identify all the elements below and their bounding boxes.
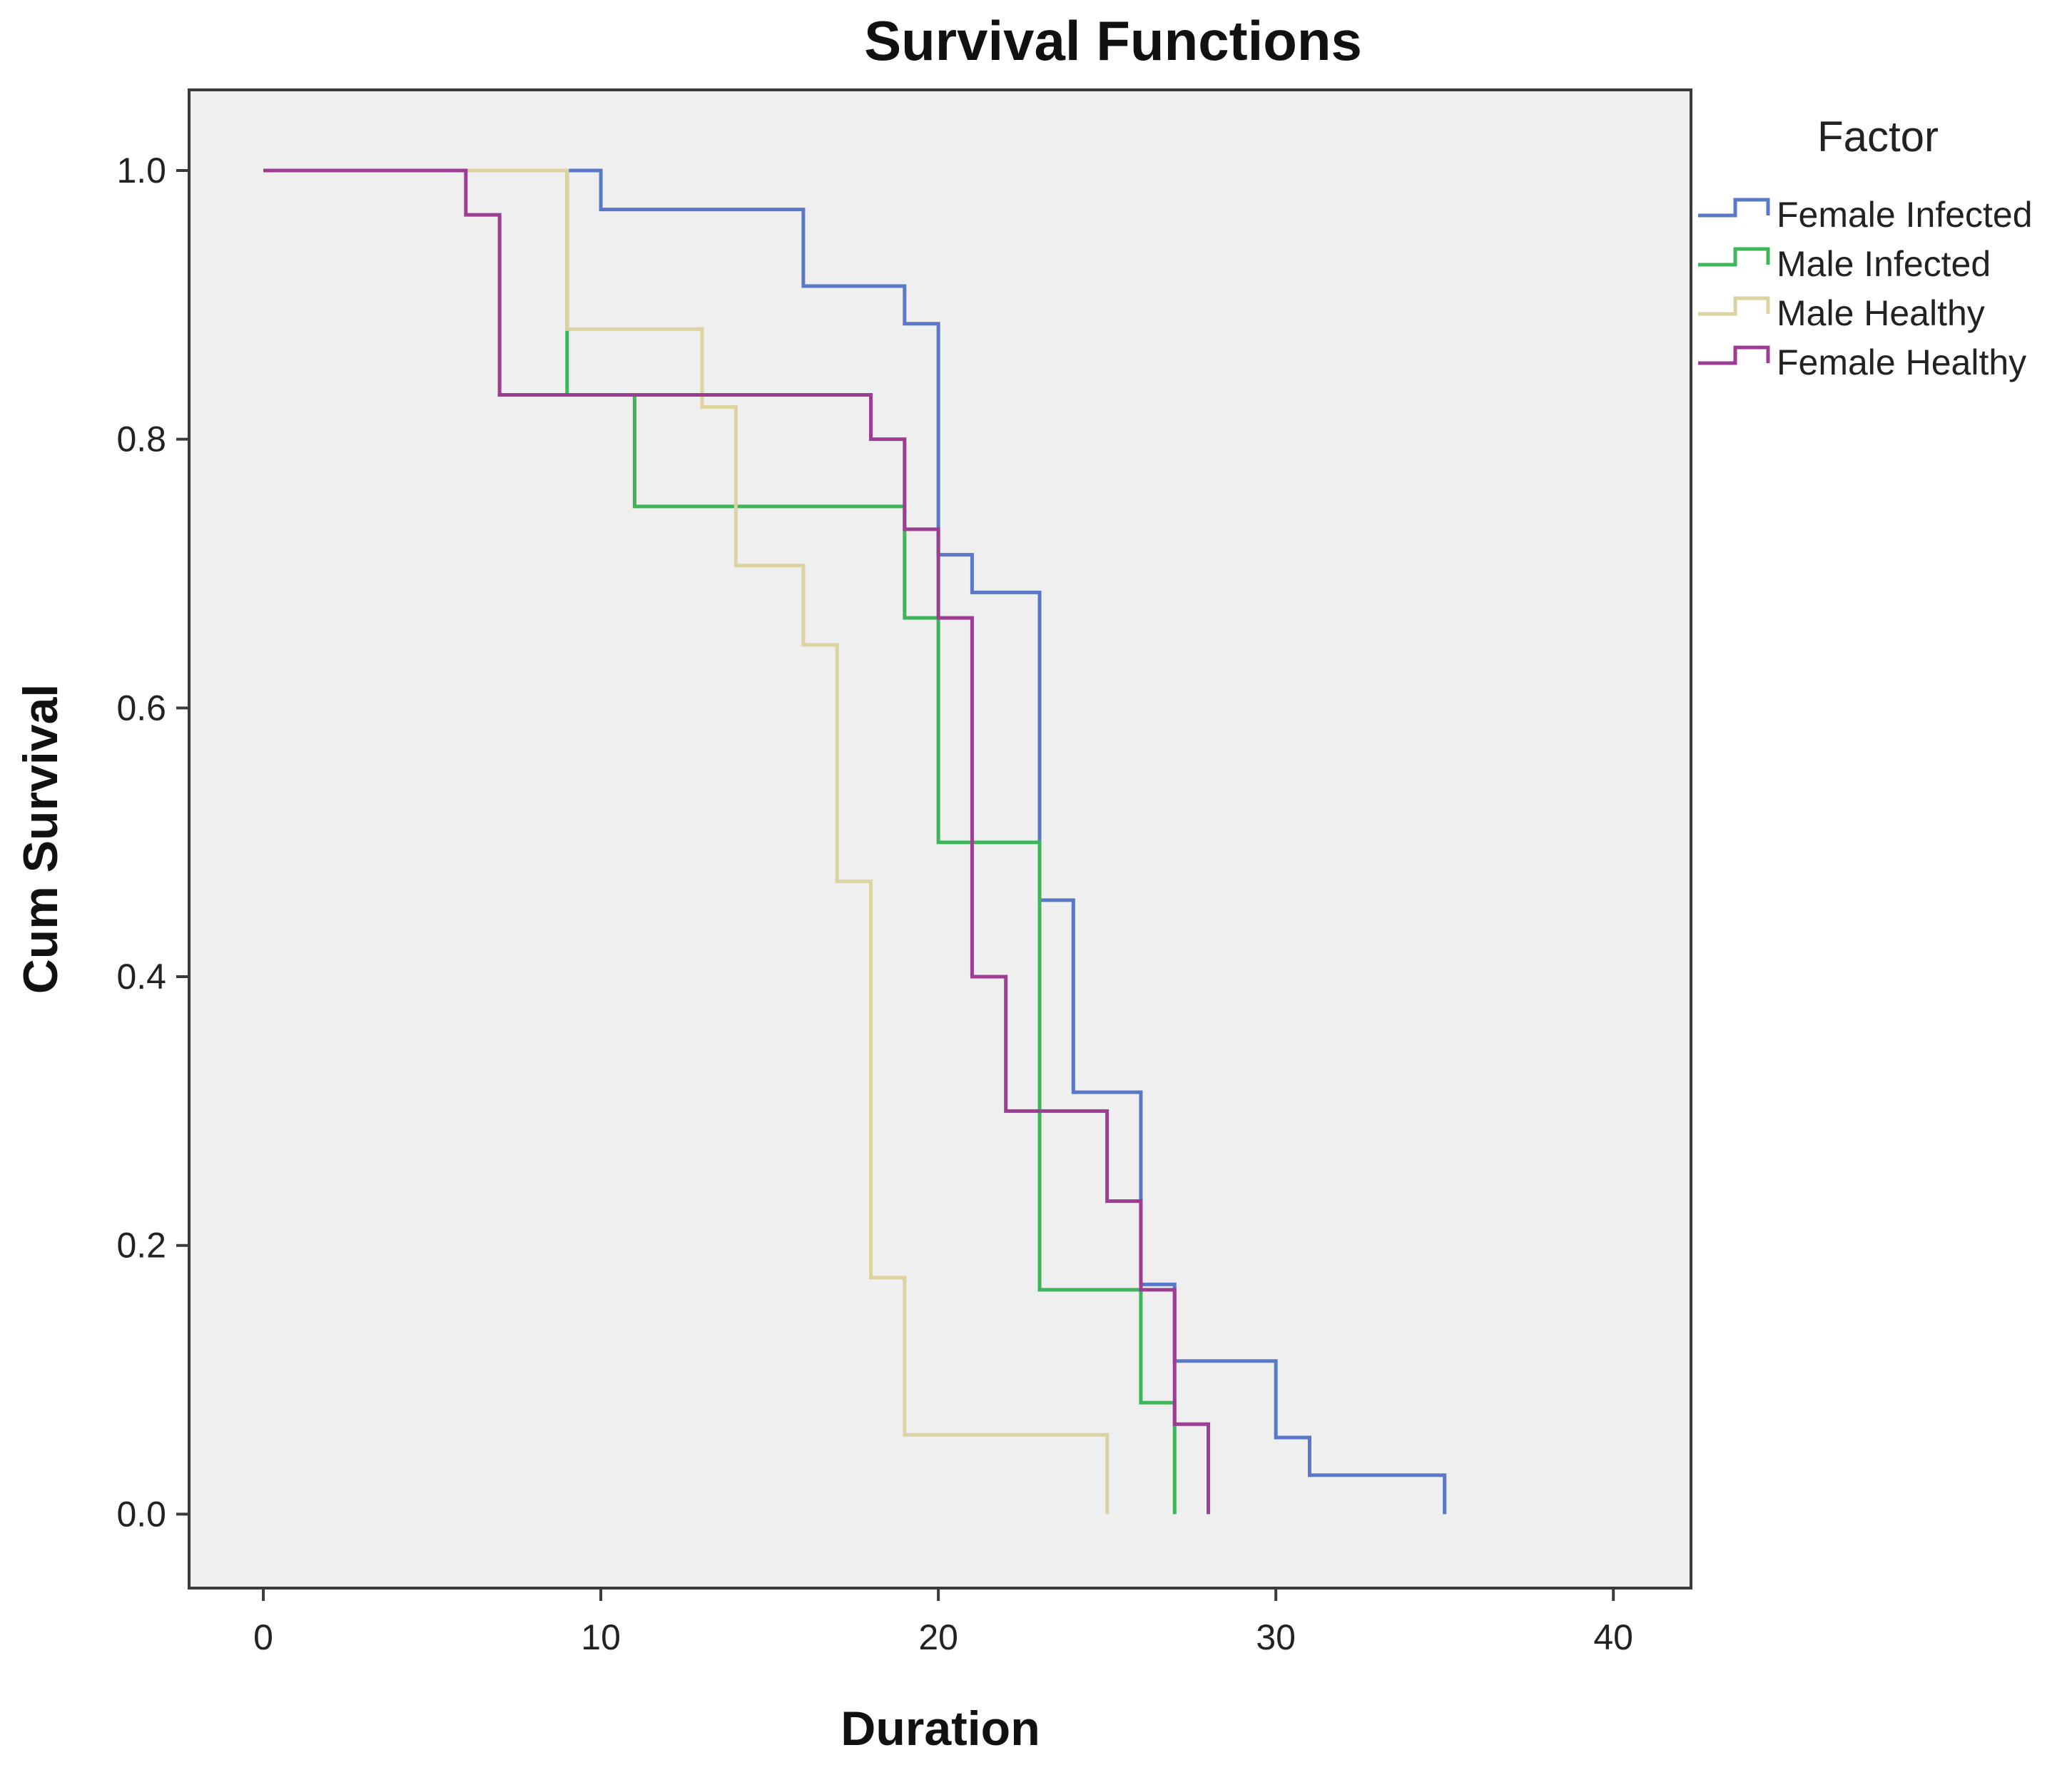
x-tick-label: 40	[1593, 1617, 1633, 1657]
x-tick-label: 10	[581, 1617, 621, 1657]
y-tick-label: 1.0	[116, 151, 166, 190]
legend-swatch-male-infected	[1698, 247, 1770, 267]
series-line-female-healthy	[263, 168, 1211, 1515]
legend-swatch-female-healthy	[1698, 345, 1770, 365]
legend-label-female-infected: Female Infected	[1777, 195, 2033, 235]
legend-swatch-male-healthy	[1698, 296, 1770, 316]
series-line-male-healthy	[263, 168, 1109, 1515]
y-axis: 0.0 0.2 0.4 0.6 0.8 1.0	[116, 151, 189, 1534]
x-tick-label: 20	[918, 1617, 958, 1657]
legend-label-female-healthy: Female Healthy	[1777, 342, 2026, 382]
chart-title: Survival Functions	[864, 9, 1362, 72]
legend-title: Factor	[1817, 113, 1939, 161]
y-tick-label: 0.6	[116, 688, 166, 728]
x-tick-label: 30	[1256, 1617, 1296, 1657]
y-tick-label: 0.4	[116, 957, 166, 997]
y-axis-title: Cum Survival	[14, 684, 68, 995]
legend-swatch-female-infected	[1698, 198, 1770, 218]
legend-label-male-infected: Male Infected	[1777, 244, 1991, 284]
y-tick-label: 0.2	[116, 1226, 166, 1266]
x-axis: 0 10 20 30 40	[253, 1588, 1633, 1657]
legend-label-male-healthy: Male Healthy	[1777, 293, 1985, 333]
y-tick-label: 0.8	[116, 419, 166, 459]
series-layer	[263, 168, 1447, 1515]
x-tick-label: 0	[253, 1617, 273, 1657]
y-tick-label: 0.0	[116, 1494, 166, 1534]
x-axis-title: Duration	[841, 1702, 1040, 1756]
legend: Factor Female Infected Male Infected Male …	[1698, 113, 2033, 382]
